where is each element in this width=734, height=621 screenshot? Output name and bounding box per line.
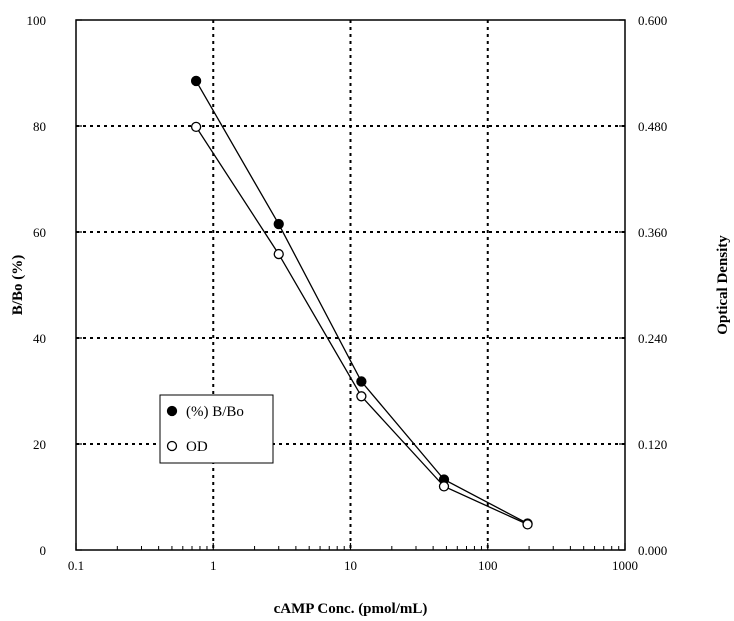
data-point-1 (522, 519, 533, 530)
series-line-1 (195, 126, 528, 525)
series-layer (190, 75, 533, 530)
data-point-1 (190, 121, 202, 133)
x-tick-label: 0.1 (68, 558, 84, 573)
grid-layer (76, 20, 625, 550)
y-right-tick-label: 0.600 (638, 13, 667, 28)
x-axis-title: cAMP Conc. (pmol/mL) (274, 601, 428, 617)
x-tick-label: 1000 (612, 558, 638, 573)
legend-marker-od (166, 440, 178, 452)
tick-layer: 0.1 1 10 100 1000 0 20 40 60 80 100 0.000 0.120 0.240… (27, 13, 668, 573)
data-point-0 (356, 376, 367, 387)
data-point-1 (273, 248, 284, 260)
legend-box (159, 394, 274, 464)
y-left-tick-label: 80 (33, 119, 46, 134)
x-tick-label: 10 (344, 558, 357, 573)
y-axis-right-title: Optical Density (715, 235, 731, 335)
x-tick-label: 1 (210, 558, 217, 573)
y-left-tick-label: 20 (33, 437, 46, 452)
y-left-tick-label: 100 (27, 13, 47, 28)
legend-label-bbo: (%) B/Bo (186, 404, 244, 420)
y-left-tick-label: 40 (33, 331, 46, 346)
data-point-1 (356, 391, 367, 402)
x-tick-label: 100 (478, 558, 498, 573)
legend: (%) B/Bo OD (159, 394, 274, 464)
legend-label-od: OD (186, 439, 208, 455)
y-right-tick-label: 0.240 (638, 331, 667, 346)
data-point-0 (273, 218, 284, 230)
y-right-tick-label: 0.000 (638, 543, 667, 558)
data-point-0 (190, 75, 202, 87)
y-right-tick-label: 0.360 (638, 225, 667, 240)
legend-marker-bbo (166, 405, 178, 417)
y-left-tick-label: 0 (40, 543, 47, 558)
y-right-tick-label: 0.480 (638, 119, 667, 134)
y-axis-left-title: B/Bo (%) (10, 255, 26, 315)
y-right-tick-label: 0.120 (638, 437, 667, 452)
data-point-1 (438, 481, 450, 492)
y-left-tick-label: 60 (33, 225, 46, 240)
